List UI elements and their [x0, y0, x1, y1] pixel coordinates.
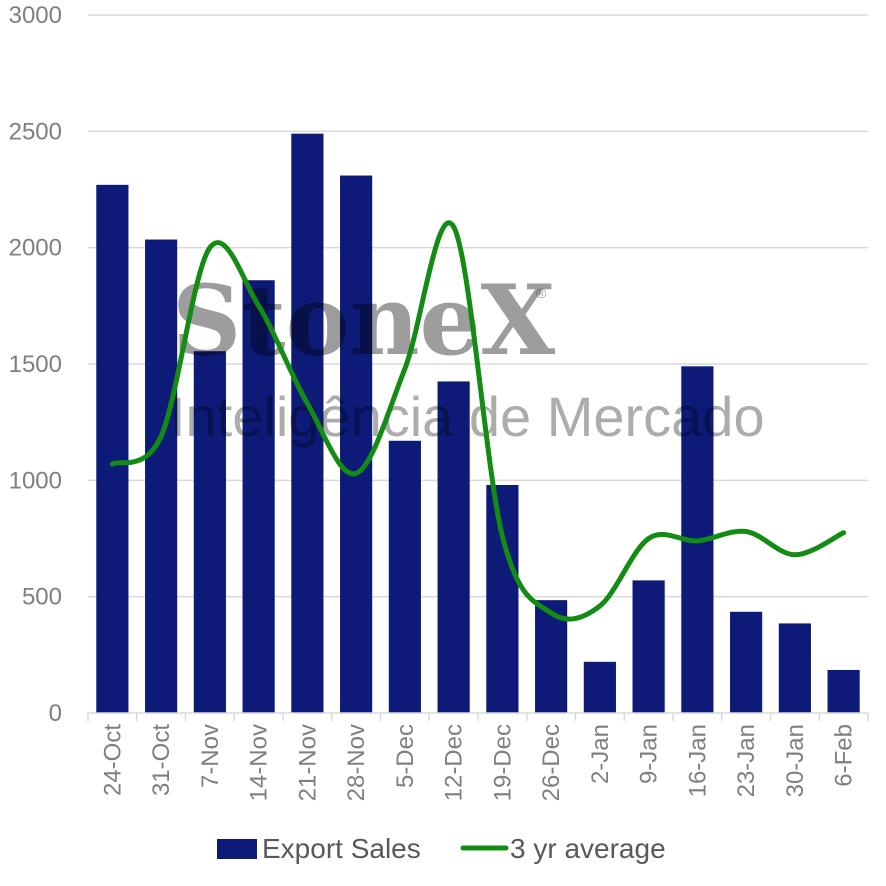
- bar-export-sales: [778, 623, 811, 713]
- x-tick-label: 14-Nov: [246, 724, 273, 801]
- bar-export-sales: [437, 381, 470, 713]
- x-tick-label: 6-Feb: [831, 724, 858, 787]
- y-tick-label: 0: [49, 700, 62, 727]
- bar-export-sales: [388, 440, 421, 713]
- bar-export-sales: [827, 669, 860, 713]
- y-tick-label: 1500: [9, 351, 62, 378]
- x-tick-label: 16-Jan: [684, 724, 711, 797]
- y-tick-label: 3000: [9, 2, 62, 29]
- bar-export-sales: [242, 280, 275, 713]
- bar-export-sales: [96, 184, 129, 713]
- x-tick-label: 24-Oct: [99, 724, 126, 796]
- legend: Export Sales 3 yr average: [217, 833, 666, 864]
- y-tick-labels: 0 500 1000 1500 2000 2500 3000: [9, 2, 62, 727]
- legend-swatch-export-sales: [217, 839, 257, 859]
- x-tick-label: 19-Dec: [489, 724, 516, 801]
- x-tick-label: 30-Jan: [782, 724, 809, 797]
- x-tick-label: 31-Oct: [148, 724, 175, 796]
- bar-export-sales: [145, 239, 178, 714]
- x-tick-label: 9-Jan: [636, 724, 663, 784]
- y-tick-label: 2500: [9, 118, 62, 145]
- series-line-3yr-average: [109, 220, 847, 622]
- bars: [96, 133, 860, 714]
- stonex-watermark: StoneX ® Inteligência de Mercado: [170, 264, 765, 448]
- bar-export-sales: [340, 175, 373, 714]
- x-tick-label: 28-Nov: [343, 724, 370, 801]
- bar-export-sales: [193, 351, 226, 713]
- y-tick-label: 1000: [9, 467, 62, 494]
- x-tick-label: 2-Jan: [587, 724, 614, 784]
- x-tick-label: 5-Dec: [392, 724, 419, 788]
- x-tick-label: 12-Dec: [441, 724, 468, 801]
- bar-export-sales: [632, 580, 665, 713]
- watermark-registered: ®: [536, 285, 547, 301]
- watermark-brand: StoneX: [172, 264, 556, 377]
- legend-label-3yr-average: 3 yr average: [510, 833, 666, 864]
- x-tick-labels: 24-Oct 31-Oct 7-Nov 14-Nov 21-Nov 28-Nov 5-Dec…: [99, 724, 857, 802]
- x-tick-label: 23-Jan: [733, 724, 760, 797]
- y-tick-label: 2000: [9, 235, 62, 262]
- bar-export-sales: [730, 611, 763, 713]
- y-tick-label: 500: [22, 584, 62, 611]
- watermark-tagline: Inteligência de Mercado: [170, 385, 765, 448]
- bar-export-sales: [486, 484, 519, 713]
- x-tick-label: 7-Nov: [197, 724, 224, 788]
- bar-export-sales: [583, 661, 616, 713]
- x-tick-marks: [87, 713, 869, 721]
- x-tick-label: 21-Nov: [294, 724, 321, 801]
- x-tick-label: 26-Dec: [538, 724, 565, 801]
- legend-label-export-sales: Export Sales: [262, 833, 421, 864]
